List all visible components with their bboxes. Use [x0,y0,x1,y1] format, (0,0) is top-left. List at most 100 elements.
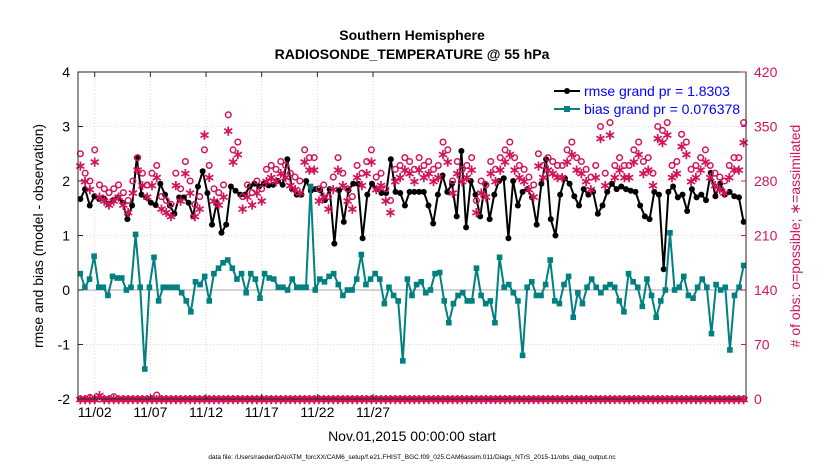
series-rmse-point [641,213,648,220]
series-rmse-point [496,178,503,184]
series-bias-point [510,289,517,296]
obs-possible-marker [396,161,404,169]
series-rmse-point [91,193,98,200]
obs-assimilated-marker: ∗ [98,192,110,208]
series-bias-point [418,279,425,285]
series-rmse-point [387,156,394,163]
obs-possible-marker [401,154,409,162]
obs-assimilated-marker: ∗ [89,154,101,170]
series-rmse-point [703,197,710,204]
series-bias-point [676,284,682,291]
legend-rmse-marker [564,88,570,94]
obs-possible-marker [687,165,695,173]
series-rmse-point [608,180,615,187]
series-bias-point [340,292,346,299]
obs-assimilated-marker: ∗ [461,169,473,185]
obs-assimilated-marker: ∗ [165,208,177,224]
obs-possible-marker [458,165,466,173]
y-tick-label-left: 1 [62,228,70,244]
series-rmse-point [505,235,512,242]
y-tick-label-right: 420 [754,64,778,80]
series-bias-point [372,270,378,277]
series-rmse-point [721,191,728,198]
obs-possible-marker [453,157,461,166]
series-bias-point [330,270,337,277]
obs-possible-marker [110,185,118,193]
series-rmse-point [655,191,662,198]
obs-assimilated-marker: ∗ [251,185,263,201]
obs-assimilated-marker: ∗ [361,165,373,181]
series-rmse-point [397,189,404,196]
series-rmse-point [651,188,658,195]
series-bias-point [717,287,724,293]
obs-possible-marker [377,169,385,177]
obs-possible-marker [468,154,476,162]
series-bias-point [616,298,623,304]
obs-possible-marker [81,169,89,177]
obs-assimilated-marker: ∗ [695,161,707,177]
obs-possible-marker [639,157,647,166]
series-bias-point [206,298,213,304]
obs-possible-marker [162,196,170,205]
series-bias-point [740,262,747,269]
obs-possible-marker [630,146,638,154]
series-bias-point [639,303,646,310]
obs-assimilated-marker: ∗ [380,192,392,208]
obs-assimilated-marker: ∗ [537,169,549,185]
series-bias-point [142,366,148,372]
series-rmse-point [359,235,366,242]
series-rmse-point [82,186,89,193]
series-rmse-point [279,181,286,188]
series-rmse-point [119,199,126,206]
obs-assimilated-marker: ∗ [494,161,506,177]
obs-assimilated-marker: ∗ [709,177,721,193]
obs-assimilated-marker: ∗ [275,165,287,181]
obs-assimilated-marker: ∗ [509,161,521,177]
series-bias-point [381,300,388,307]
series-bias-point [450,300,457,307]
series-bias-point [533,292,540,299]
series-rmse-point [110,197,117,204]
obs-assimilated-marker: ∗ [156,200,168,216]
series-rmse-point [613,186,620,193]
obs-possible-marker [224,111,232,119]
series-bias-point [118,275,125,281]
obs-possible-marker [272,165,280,173]
series-bias-point [317,276,323,282]
series-rmse-point [129,202,136,209]
obs-possible-marker [549,157,557,166]
series-bias-point [644,276,650,282]
series-bias-point [390,292,397,299]
obs-possible-marker [382,185,390,193]
series-rmse-point [618,183,625,190]
series-bias-point [528,279,535,285]
obs-possible-marker [582,165,590,173]
series-bias-point [487,298,494,304]
series-rmse-point [171,210,178,217]
series-rmse-point [453,213,460,220]
series-bias-point [201,273,208,280]
series-bias-point [736,284,742,291]
series-rmse-point [340,218,347,225]
obs-possible-marker [415,154,423,162]
legend-rmse-label: rmse grand pr = 1.8303 [584,83,730,99]
series-bias-point [519,352,526,359]
obs-possible-marker [410,165,418,173]
obs-possible-marker [692,161,700,169]
obs-possible-marker [544,154,552,162]
series-rmse-point [463,224,470,231]
series-bias-point [685,292,692,299]
obs-possible-marker [100,185,108,193]
series-rmse-point [571,193,578,200]
chart-title-line-1: Southern Hemisphere [339,27,485,43]
series-rmse-point [458,148,465,155]
obs-possible-marker [658,126,667,134]
obs-possible-marker [520,165,528,173]
series-bias-point [473,265,480,271]
obs-possible-marker [363,157,371,166]
series-bias-point [699,276,706,282]
x-tick-label: 11/02 [78,404,112,420]
obs-possible-marker [511,154,519,162]
series-bias-point [312,287,319,293]
